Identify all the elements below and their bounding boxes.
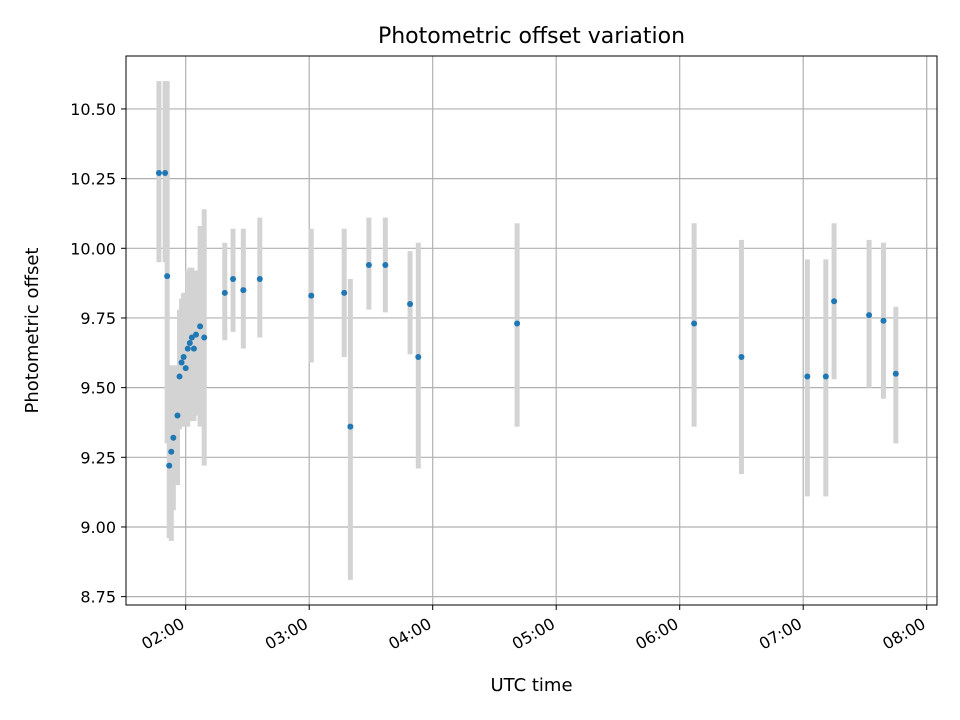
- data-point: [382, 262, 389, 269]
- data-point: [170, 434, 177, 441]
- data-point: [164, 273, 171, 280]
- y-tick-label: 10.00: [70, 239, 116, 258]
- data-point: [240, 287, 247, 294]
- y-axis: 8.75 9.00 9.25 9.50 9.75 10.00 10.25 10.50: [70, 100, 126, 607]
- data-point: [174, 412, 181, 419]
- data-point: [184, 345, 191, 352]
- data-point: [831, 298, 838, 305]
- y-tick-label: 10.50: [70, 100, 116, 119]
- data-point: [365, 262, 372, 269]
- data-point: [341, 289, 348, 296]
- data-point: [230, 275, 237, 282]
- data-point: [197, 323, 204, 330]
- data-point: [201, 334, 208, 341]
- data-point: [166, 462, 173, 469]
- data-point: [190, 345, 197, 352]
- data-points: [155, 170, 899, 469]
- data-point: [162, 170, 169, 177]
- data-point: [221, 289, 228, 296]
- data-point: [192, 331, 199, 338]
- data-point: [182, 365, 189, 372]
- y-tick-label: 9.00: [80, 518, 116, 537]
- y-tick-label: 9.75: [80, 309, 116, 328]
- data-point: [892, 370, 899, 377]
- y-tick-label: 10.25: [70, 170, 116, 189]
- data-point: [178, 359, 185, 366]
- y-tick-label: 8.75: [80, 588, 116, 607]
- data-point: [186, 340, 193, 347]
- data-point: [822, 373, 829, 380]
- data-point: [738, 353, 745, 360]
- x-axis-label: UTC time: [490, 675, 572, 696]
- data-point: [880, 317, 887, 324]
- data-point: [168, 448, 175, 455]
- chart-title: Photometric offset variation: [378, 24, 685, 49]
- y-tick-label: 9.50: [80, 379, 116, 398]
- data-point: [308, 292, 315, 299]
- data-point: [256, 275, 263, 282]
- plot-area: [125, 55, 938, 606]
- data-point: [407, 301, 414, 308]
- data-point: [866, 312, 873, 319]
- data-point: [415, 353, 422, 360]
- data-point: [514, 320, 521, 327]
- data-point: [180, 353, 187, 360]
- data-point: [804, 373, 811, 380]
- data-point: [155, 170, 162, 177]
- data-point: [176, 373, 183, 380]
- y-axis-label: Photometric offset: [22, 248, 43, 414]
- y-tick-label: 9.25: [80, 448, 116, 467]
- data-point: [691, 320, 698, 327]
- data-point: [347, 423, 354, 430]
